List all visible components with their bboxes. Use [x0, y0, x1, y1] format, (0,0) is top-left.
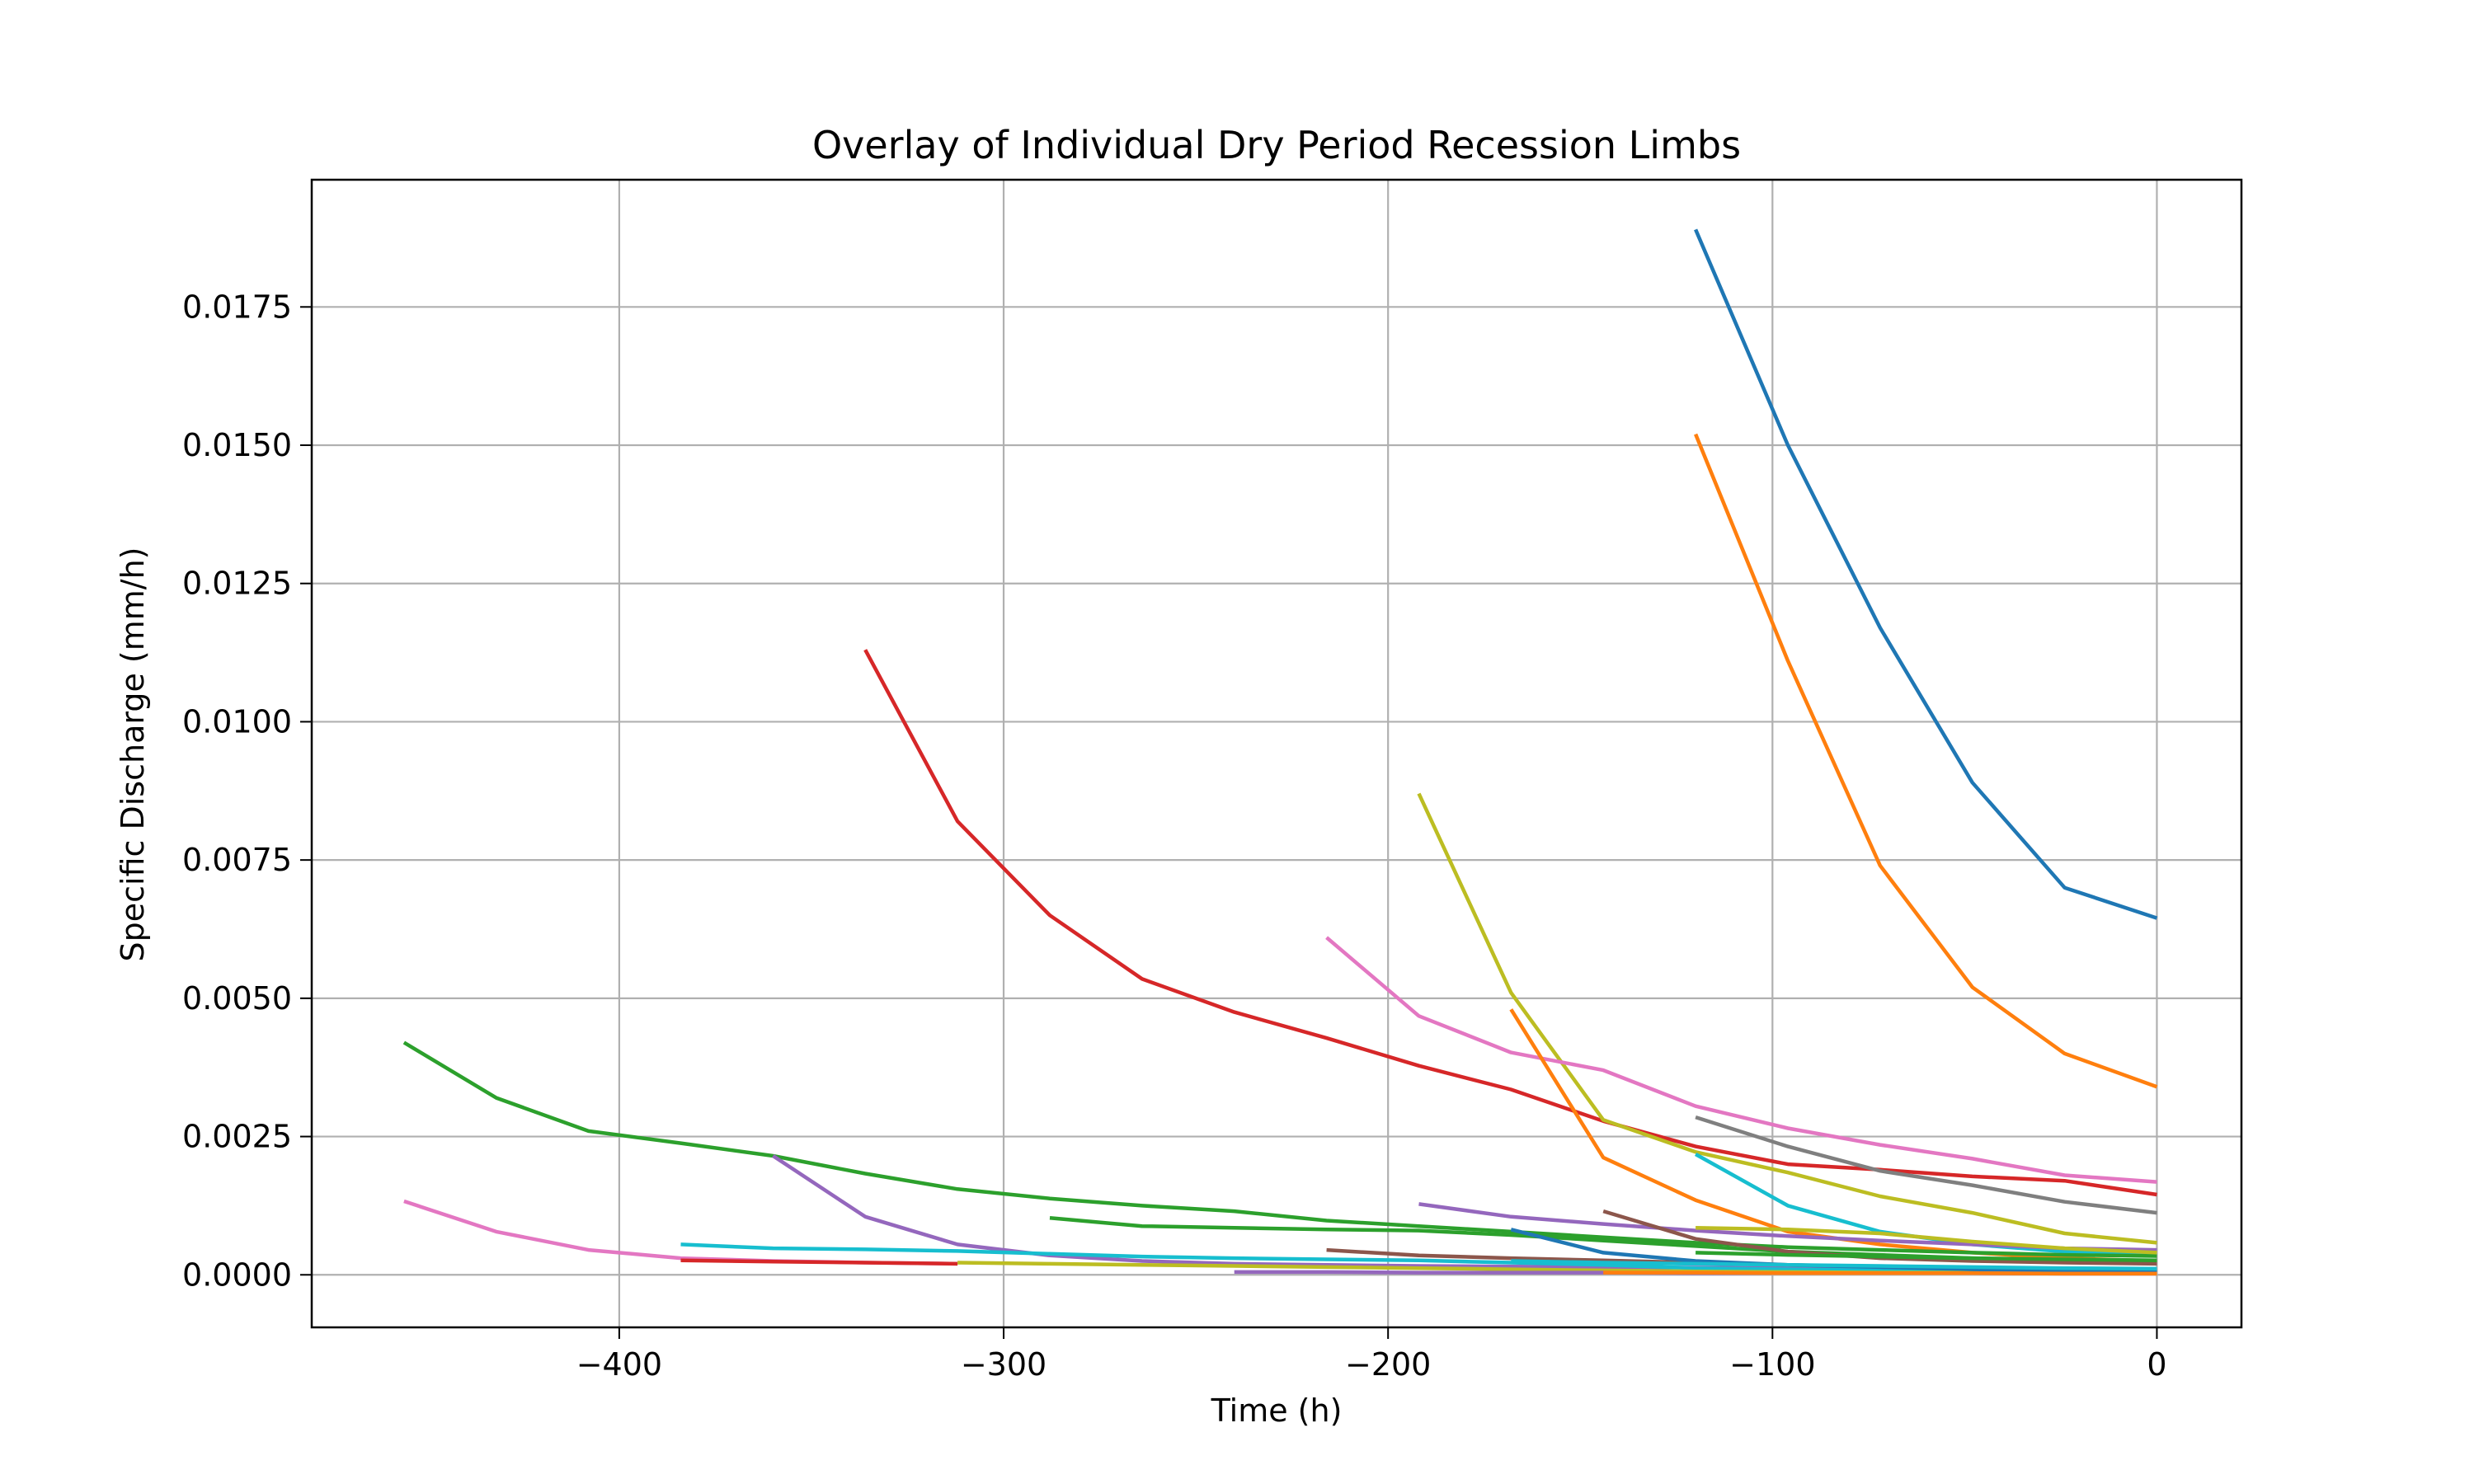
series-line-14 — [680, 1242, 2157, 1275]
y-tick-label: 0.0175 — [182, 289, 292, 325]
y-tick-label: 0.0050 — [182, 980, 292, 1017]
y-tick-label: 0.0125 — [182, 566, 292, 602]
grid-layer — [312, 180, 2241, 1327]
series-line-24 — [1696, 1251, 2157, 1263]
series-line-4 — [1417, 792, 2157, 1245]
series-line-2 — [1694, 433, 2158, 1089]
y-tick-label: 0.0150 — [182, 427, 292, 463]
x-tick-label: −400 — [576, 1346, 662, 1383]
series-line-15 — [680, 1258, 958, 1266]
x-tick-label: −100 — [1729, 1346, 1815, 1383]
chart-title: Overlay of Individual Dry Period Recessi… — [812, 123, 1741, 167]
y-tick-label: 0.0075 — [182, 842, 292, 878]
y-axis-ticks: 0.0000 0.0025 0.0050 0.0075 0.0100 0.0125 0.01… — [182, 289, 312, 1293]
series-line-3 — [863, 649, 2157, 1197]
series-layer — [402, 228, 2158, 1276]
y-tick-label: 0.0000 — [182, 1256, 292, 1293]
y-tick-label: 0.0025 — [182, 1119, 292, 1155]
x-axis-label: Time (h) — [1211, 1392, 1343, 1429]
series-line-5 — [1325, 936, 2157, 1184]
x-tick-label: −200 — [1345, 1346, 1431, 1383]
series-line-23 — [1511, 1259, 2157, 1271]
series-line-7 — [1695, 1115, 2157, 1215]
x-tick-label: 0 — [2147, 1346, 2166, 1383]
x-tick-label: −300 — [961, 1346, 1047, 1383]
plot-area-frame — [310, 178, 2243, 1329]
series-line-1 — [1694, 228, 2158, 920]
y-axis-label: Specific Discharge (mm/h) — [115, 547, 151, 962]
series-line-9 — [402, 1040, 2157, 1258]
x-axis-ticks: −400 −300 −200 −100 0 — [576, 1327, 2167, 1383]
series-line-18 — [1696, 1225, 2157, 1255]
y-tick-label: 0.0100 — [182, 703, 292, 740]
series-line-22 — [1603, 1270, 2157, 1276]
